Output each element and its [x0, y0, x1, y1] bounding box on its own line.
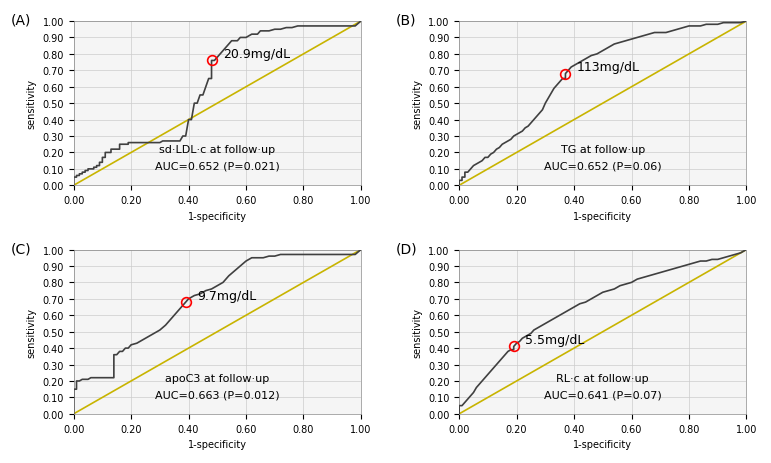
Text: AUC=0.652 (P=0.021): AUC=0.652 (P=0.021) — [155, 161, 280, 171]
Text: 113mg/dL: 113mg/dL — [577, 61, 640, 74]
Text: 9.7mg/dL: 9.7mg/dL — [197, 289, 257, 302]
Text: apoC3 at follow·up: apoC3 at follow·up — [165, 373, 269, 383]
Text: (C): (C) — [11, 242, 31, 256]
Y-axis label: sensitivity: sensitivity — [412, 307, 423, 357]
Text: 5.5mg/dL: 5.5mg/dL — [525, 333, 584, 346]
X-axis label: 1-specificity: 1-specificity — [188, 211, 247, 221]
X-axis label: 1-specificity: 1-specificity — [574, 439, 632, 449]
Text: AUC=0.641 (P=0.07): AUC=0.641 (P=0.07) — [544, 389, 662, 399]
Y-axis label: sensitivity: sensitivity — [412, 79, 423, 129]
X-axis label: 1-specificity: 1-specificity — [574, 211, 632, 221]
Text: TG at follow·up: TG at follow·up — [561, 145, 645, 155]
Text: 20.9mg/dL: 20.9mg/dL — [223, 48, 290, 61]
Text: AUC=0.652 (P=0.06): AUC=0.652 (P=0.06) — [544, 161, 662, 171]
Y-axis label: sensitivity: sensitivity — [27, 307, 37, 357]
Text: (B): (B) — [396, 14, 416, 28]
X-axis label: 1-specificity: 1-specificity — [188, 439, 247, 449]
Y-axis label: sensitivity: sensitivity — [27, 79, 37, 129]
Text: AUC=0.663 (P=0.012): AUC=0.663 (P=0.012) — [155, 389, 280, 399]
Text: (A): (A) — [11, 14, 31, 28]
Text: sd·LDL·c at follow·up: sd·LDL·c at follow·up — [160, 145, 275, 155]
Text: RL·c at follow·up: RL·c at follow·up — [557, 373, 649, 383]
Text: (D): (D) — [396, 242, 418, 256]
